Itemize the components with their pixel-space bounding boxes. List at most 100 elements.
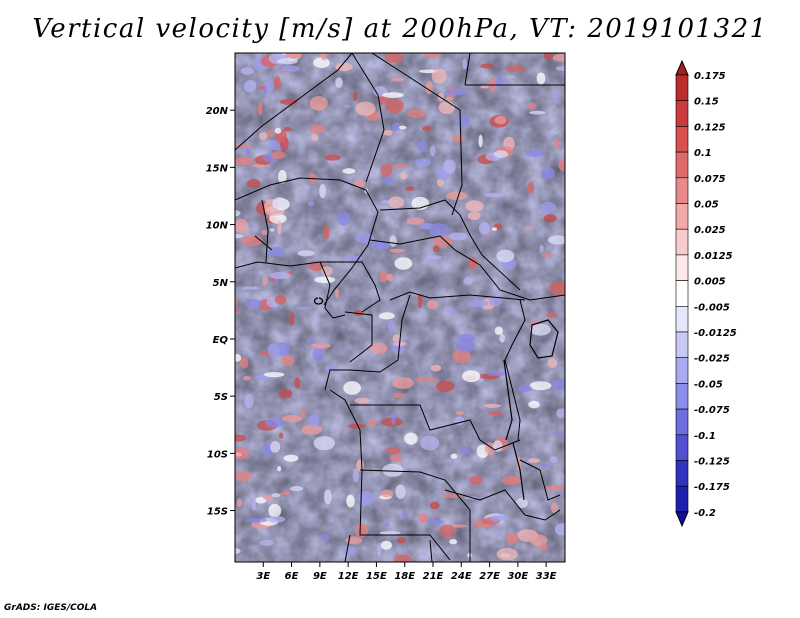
- velocity-patch: [541, 167, 555, 180]
- velocity-patch: [429, 501, 440, 510]
- velocity-patch: [271, 151, 286, 159]
- velocity-patch: [496, 249, 515, 263]
- velocity-patch: [262, 276, 269, 286]
- velocity-patch: [456, 114, 470, 128]
- velocity-patch: [388, 196, 405, 209]
- lon-label: 30E: [507, 571, 528, 582]
- velocity-patch: [244, 394, 254, 409]
- velocity-patch: [251, 499, 257, 511]
- velocity-patch: [399, 125, 407, 130]
- velocity-patch: [235, 234, 244, 239]
- velocity-patch: [276, 342, 291, 356]
- velocity-patch: [285, 53, 303, 59]
- velocity-patch: [389, 235, 397, 247]
- velocity-patch: [506, 75, 516, 79]
- map-frame: [234, 52, 566, 563]
- velocity-patch: [259, 539, 274, 546]
- velocity-patch: [324, 489, 332, 505]
- colorbar-bottom-arrow: [675, 511, 689, 528]
- colorbar-segment: [675, 280, 689, 307]
- velocity-patch: [314, 276, 336, 284]
- velocity-patch: [468, 299, 488, 308]
- colorbar-label: -0.075: [694, 405, 730, 416]
- velocity-patch: [380, 163, 393, 177]
- colorbar-segment: [675, 383, 689, 410]
- velocity-patch: [436, 178, 444, 187]
- velocity-patch: [246, 179, 261, 189]
- colorbar-segment: [675, 357, 689, 384]
- velocity-patch: [235, 210, 241, 217]
- velocity-patch: [319, 183, 326, 199]
- velocity-patch: [235, 452, 242, 457]
- velocity-patch: [343, 381, 361, 395]
- lon-label: 21E: [423, 571, 444, 582]
- velocity-patch: [391, 412, 396, 425]
- velocity-patch: [438, 101, 455, 115]
- velocity-patch: [269, 228, 275, 232]
- colorbar-label: 0.05: [694, 200, 719, 211]
- velocity-patch: [518, 385, 532, 393]
- velocity-patch: [426, 300, 439, 310]
- velocity-patch: [369, 240, 391, 250]
- colorbar-label: 0.075: [694, 174, 726, 185]
- velocity-patch: [494, 115, 507, 125]
- lon-label: 9E: [313, 571, 327, 582]
- velocity-patch: [345, 536, 362, 545]
- velocity-patch: [406, 217, 425, 225]
- lon-label: 33E: [536, 571, 557, 582]
- velocity-patch: [467, 211, 481, 221]
- longitude-axis: 3E 6E 9E 12E 15E 18E 21E 24E 27E 30E 33E: [256, 562, 557, 582]
- velocity-patch: [312, 347, 325, 362]
- velocity-patch: [352, 468, 360, 483]
- velocity-patch: [396, 536, 406, 544]
- velocity-patch: [384, 524, 390, 527]
- velocity-patch: [273, 76, 281, 90]
- velocity-patch: [449, 524, 468, 528]
- velocity-patch: [426, 255, 442, 260]
- velocity-patch: [405, 186, 415, 192]
- velocity-patch: [378, 312, 395, 320]
- velocity-patch: [335, 62, 353, 72]
- velocity-patch: [280, 492, 291, 496]
- velocity-patch: [493, 150, 509, 158]
- velocity-patch: [448, 232, 468, 241]
- velocity-patch: [379, 531, 401, 535]
- velocity-patch: [310, 343, 331, 349]
- velocity-patch: [277, 220, 282, 235]
- velocity-patch: [528, 102, 537, 111]
- velocity-patch: [523, 226, 533, 231]
- velocity-patch: [235, 548, 241, 554]
- velocity-patch: [274, 127, 282, 134]
- velocity-patch: [271, 493, 281, 498]
- lon-label: 15E: [366, 571, 387, 582]
- velocity-patch: [415, 158, 431, 168]
- velocity-patch: [354, 397, 371, 404]
- velocity-patch: [433, 244, 440, 253]
- velocity-patch: [486, 371, 507, 377]
- velocity-patch: [501, 475, 522, 485]
- velocity-patch: [392, 377, 414, 389]
- velocity-patch: [443, 159, 456, 174]
- velocity-patch: [527, 458, 541, 463]
- lat-label: 5N: [213, 278, 229, 289]
- velocity-patch: [309, 124, 326, 134]
- colorbar-segment: [675, 254, 689, 281]
- velocity-patch: [324, 154, 341, 161]
- colorbar-label: 0.1: [694, 148, 712, 159]
- velocity-patch: [489, 296, 502, 307]
- velocity-patch: [357, 490, 375, 506]
- velocity-patch: [297, 250, 315, 257]
- velocity-patch: [462, 370, 481, 383]
- velocity-patch: [290, 485, 304, 492]
- colorbar-segment: [675, 203, 689, 230]
- velocity-patch: [539, 244, 544, 253]
- colorbar-label: -0.2: [694, 508, 716, 519]
- lat-label: 20N: [206, 106, 229, 117]
- colorbar-segment: [675, 485, 689, 513]
- velocity-patch: [540, 463, 550, 468]
- velocity-patch: [393, 554, 413, 562]
- velocity-patch: [402, 509, 407, 518]
- velocity-patch: [300, 408, 306, 419]
- velocity-patch: [278, 388, 293, 399]
- velocity-patch: [394, 257, 413, 270]
